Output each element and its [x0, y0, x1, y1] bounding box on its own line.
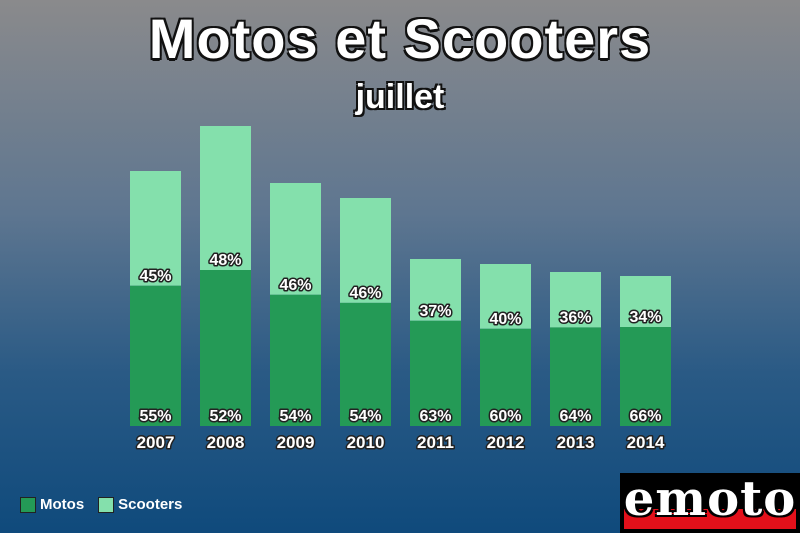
label-scooters-2012: 40% — [489, 311, 521, 328]
label-motos-2014: 66% — [629, 408, 661, 425]
bar-scooters-2013 — [550, 272, 601, 328]
label-scooters-2010: 46% — [349, 285, 381, 302]
label-scooters-2009: 46% — [279, 277, 311, 294]
label-motos-2012: 60% — [489, 408, 521, 425]
bar-motos-2007 — [130, 285, 181, 426]
label-motos-2011: 63% — [419, 408, 451, 425]
label-motos-2008: 52% — [209, 408, 241, 425]
bar-motos-2010 — [340, 302, 391, 426]
stacked-bar-chart: 55% 45% 2007 52% 48% 2008 54% 46% 2009 54% 46% 2010… — [130, 126, 671, 454]
bar-scooters-2008 — [200, 126, 251, 270]
label-motos-2013: 64% — [559, 408, 591, 425]
logo-red-band — [624, 509, 796, 529]
bar-motos-2008 — [200, 270, 251, 426]
bar-scooters-2009 — [270, 183, 321, 295]
tick-label-2012: 2012 — [487, 433, 525, 452]
tick-label-2013: 2013 — [557, 433, 595, 452]
bar-motos-2009 — [270, 294, 321, 426]
label-motos-2009: 54% — [279, 408, 311, 425]
legend-swatch-motos — [20, 496, 36, 513]
legend-item-scooters: Scooters — [98, 496, 182, 513]
legend-label-motos: Motos — [40, 496, 85, 513]
legend: Motos Scooters — [20, 496, 182, 513]
emoto-logo: emoto — [620, 473, 800, 533]
label-scooters-2007: 45% — [139, 268, 171, 285]
bar-scooters-2012 — [480, 264, 531, 329]
tick-label-2011: 2011 — [417, 433, 454, 452]
label-motos-2010: 54% — [349, 408, 381, 425]
label-scooters-2014: 34% — [629, 309, 661, 326]
legend-item-motos: Motos — [20, 496, 84, 513]
chart-subtitle: juillet — [355, 78, 445, 116]
label-motos-2007: 55% — [139, 408, 171, 425]
label-scooters-2008: 48% — [209, 252, 241, 269]
bar-motos-2014 — [620, 327, 671, 426]
bar-scooters-2007 — [130, 171, 181, 286]
legend-swatch-scooters — [98, 496, 115, 513]
chart-title: Motos et Scooters — [148, 7, 652, 70]
tick-label-2014: 2014 — [627, 433, 665, 452]
label-scooters-2013: 36% — [559, 309, 591, 326]
logo-text: emoto — [623, 473, 797, 527]
legend-label-scooters: Scooters — [118, 496, 183, 513]
bar-motos-2013 — [550, 327, 601, 426]
label-scooters-2011: 37% — [419, 303, 451, 320]
tick-label-2007: 2007 — [137, 433, 175, 452]
bar-scooters-2011 — [410, 259, 461, 321]
bar-scooters-2014 — [620, 276, 671, 327]
bar-scooters-2010 — [340, 198, 391, 303]
bar-motos-2012 — [480, 328, 531, 426]
tick-label-2009: 2009 — [277, 433, 315, 452]
tick-label-2010: 2010 — [347, 433, 385, 452]
bar-motos-2011 — [410, 320, 461, 426]
tick-label-2008: 2008 — [207, 433, 245, 452]
